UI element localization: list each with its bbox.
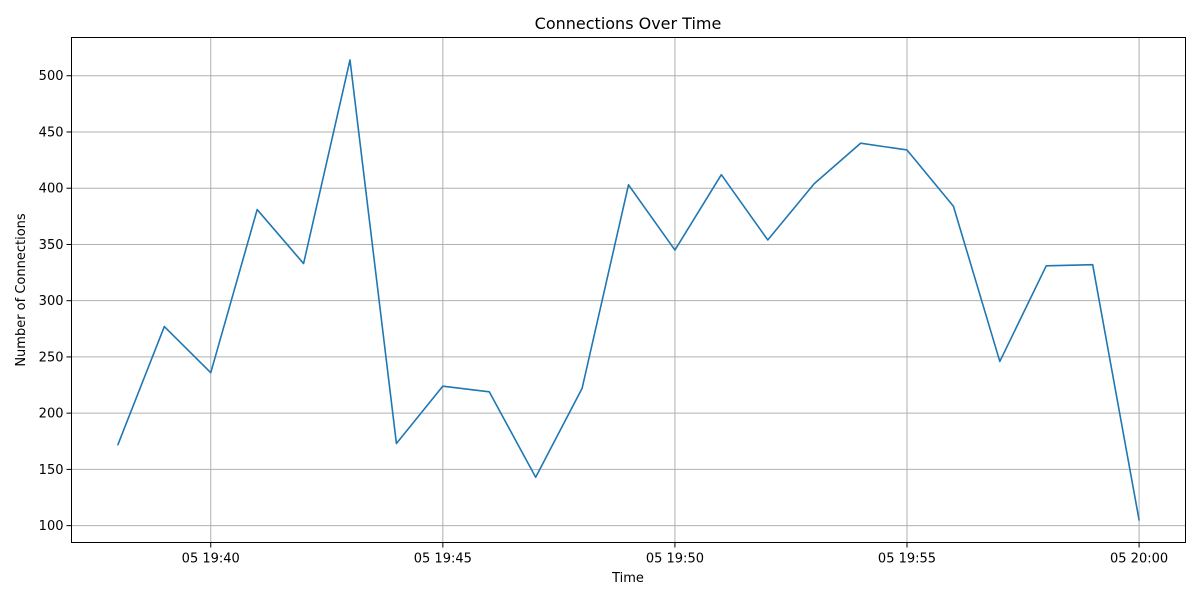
y-tick-label: 250	[39, 350, 64, 365]
axis-ticks: 05 19:40 05 19:45 05 19:50 05 19:55 05 20:00…	[39, 69, 1168, 566]
series-layer	[117, 59, 1140, 521]
x-tick-label: 05 20:00	[1110, 552, 1168, 567]
series-line	[117, 59, 1140, 521]
x-axis-label: Time	[611, 571, 644, 586]
grid	[71, 37, 1186, 543]
y-tick-label: 500	[39, 69, 64, 84]
y-tick-label: 400	[39, 182, 64, 197]
y-axis-label: Number of Connections	[14, 213, 29, 367]
x-tick-label: 05 19:45	[414, 552, 472, 567]
chart-title: Connections Over Time	[535, 14, 722, 33]
x-tick-label: 05 19:50	[646, 552, 704, 567]
y-tick-label: 100	[39, 519, 64, 534]
y-tick-label: 150	[39, 463, 64, 478]
y-tick-label: 300	[39, 294, 64, 309]
x-tick-label: 05 19:40	[182, 552, 240, 567]
y-tick-label: 350	[39, 238, 64, 253]
y-tick-label: 450	[39, 125, 64, 140]
x-tick-label: 05 19:55	[878, 552, 936, 567]
plot-frame	[71, 37, 1186, 543]
y-tick-label: 200	[39, 407, 64, 422]
